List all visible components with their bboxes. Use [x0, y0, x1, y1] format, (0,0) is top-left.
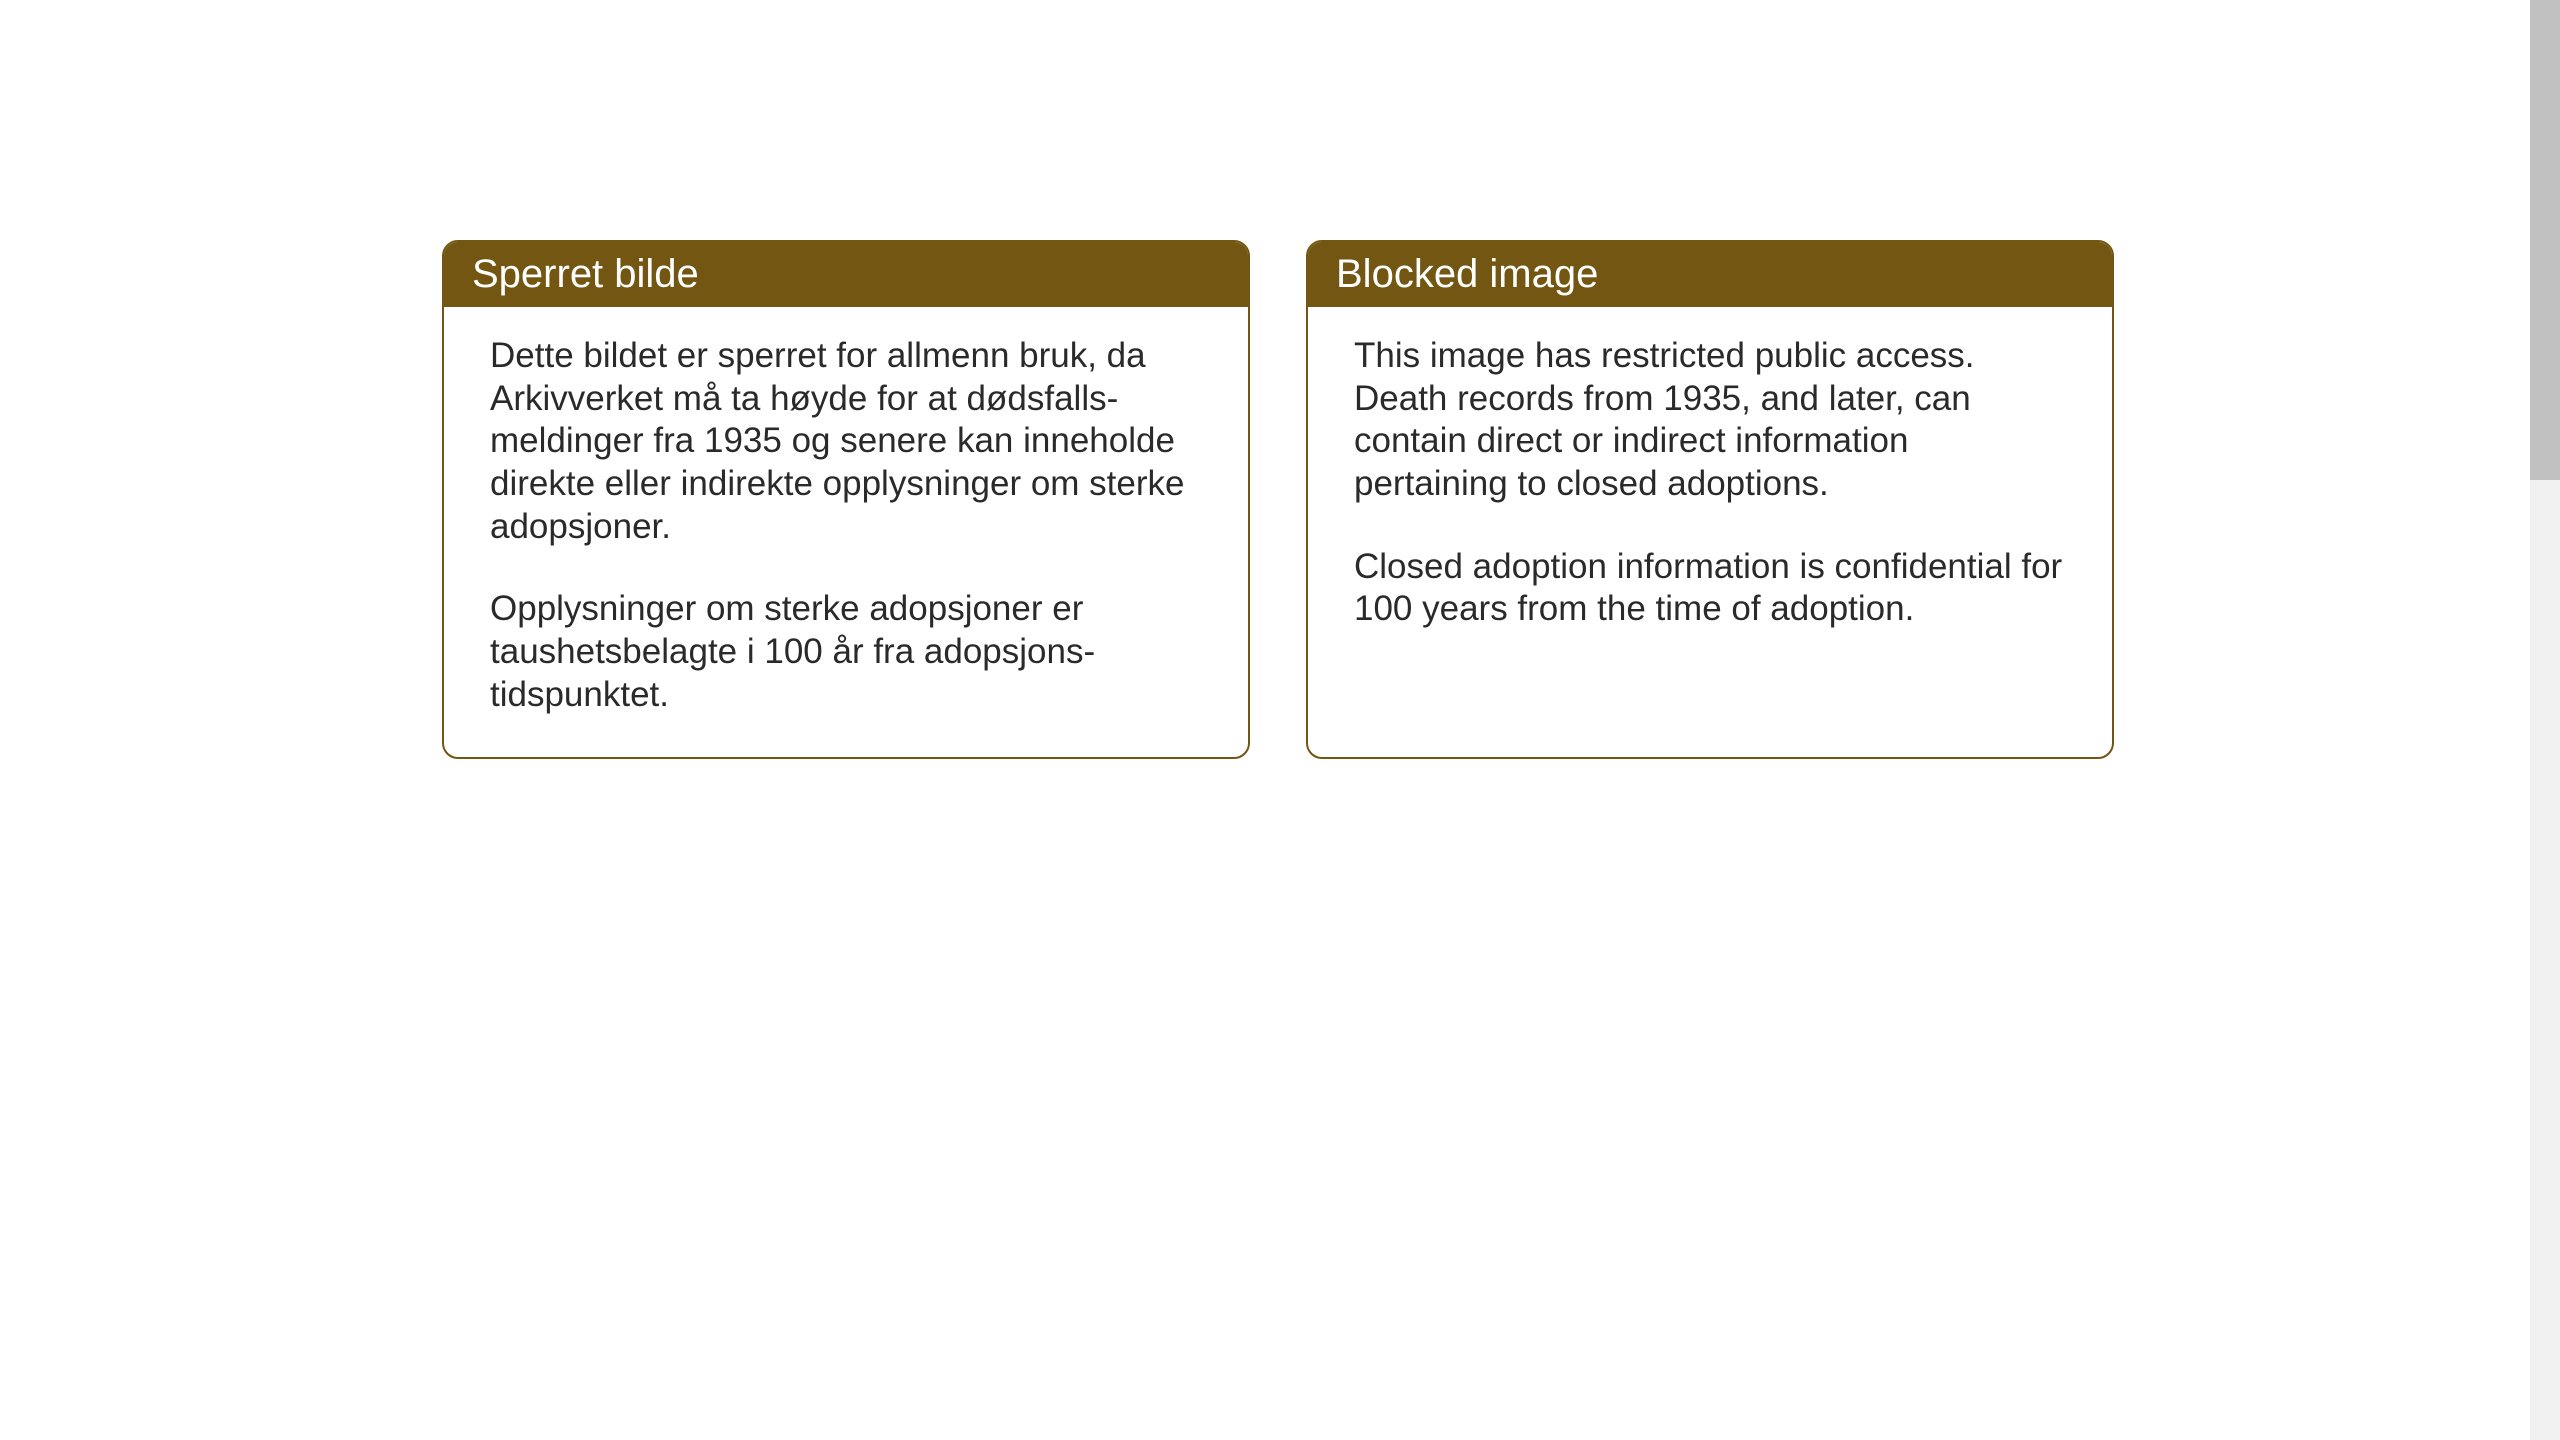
- card-body-english: This image has restricted public access.…: [1308, 307, 2112, 747]
- notice-cards-container: Sperret bilde Dette bildet er sperret fo…: [442, 240, 2114, 759]
- card-title-english: Blocked image: [1336, 252, 1598, 296]
- card-paragraph-2-norwegian: Opplysninger om sterke adopsjoner er tau…: [490, 588, 1202, 716]
- scrollbar-thumb[interactable]: [2530, 0, 2560, 480]
- card-paragraph-1-english: This image has restricted public access.…: [1354, 335, 2066, 506]
- card-title-norwegian: Sperret bilde: [472, 252, 699, 296]
- card-header-english: Blocked image: [1308, 242, 2112, 307]
- notice-card-norwegian: Sperret bilde Dette bildet er sperret fo…: [442, 240, 1250, 759]
- card-paragraph-2-english: Closed adoption information is confident…: [1354, 546, 2066, 631]
- notice-card-english: Blocked image This image has restricted …: [1306, 240, 2114, 759]
- scrollbar-track[interactable]: [2530, 0, 2560, 1440]
- card-paragraph-1-norwegian: Dette bildet er sperret for allmenn bruk…: [490, 335, 1202, 548]
- card-header-norwegian: Sperret bilde: [444, 242, 1248, 307]
- card-body-norwegian: Dette bildet er sperret for allmenn bruk…: [444, 307, 1248, 757]
